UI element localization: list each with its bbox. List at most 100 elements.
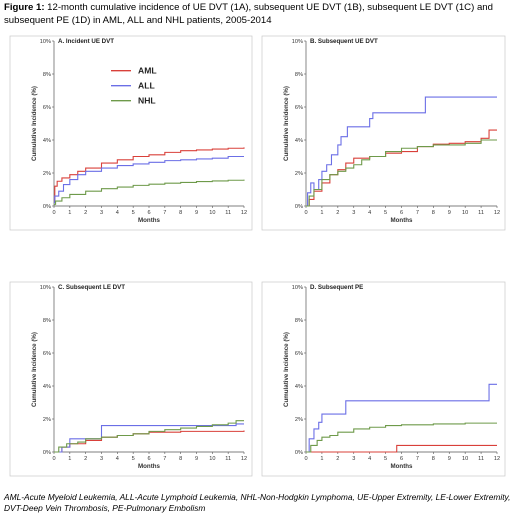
- x-tick-label: 0: [304, 456, 307, 462]
- y-tick-label: 0%: [43, 450, 51, 456]
- y-tick-label: 2%: [295, 417, 303, 423]
- panel-title: A. Incident UE DVT: [58, 38, 114, 45]
- x-axis-label: Months: [391, 217, 414, 224]
- x-tick-label: 4: [368, 210, 371, 216]
- x-tick-label: 10: [209, 456, 215, 462]
- x-tick-label: 9: [448, 456, 451, 462]
- x-tick-label: 9: [448, 210, 451, 216]
- x-tick-label: 11: [225, 210, 231, 216]
- x-tick-label: 0: [52, 210, 55, 216]
- y-tick-label: 10%: [292, 39, 303, 45]
- x-tick-label: 7: [163, 210, 166, 216]
- y-tick-label: 6%: [295, 351, 303, 357]
- x-tick-label: 10: [462, 210, 468, 216]
- legend-label-aml: AML: [138, 66, 157, 76]
- legend-label-nhl: NHL: [138, 96, 156, 106]
- y-tick-label: 10%: [292, 285, 303, 291]
- series-line-aml: [306, 444, 497, 453]
- series-line-all: [306, 96, 497, 207]
- x-tick-label: 6: [400, 210, 403, 216]
- x-tick-label: 1: [320, 456, 323, 462]
- panel-border: [261, 281, 506, 477]
- x-tick-label: 8: [179, 210, 182, 216]
- x-tick-label: 7: [416, 210, 419, 216]
- y-axis-label: Cumulative Incidence (%): [283, 86, 290, 161]
- legend-label-all: ALL: [138, 81, 155, 91]
- x-tick-label: 12: [494, 456, 500, 462]
- x-tick-label: 11: [478, 456, 484, 462]
- series-line-nhl: [306, 139, 497, 207]
- x-tick-label: 9: [195, 456, 198, 462]
- y-tick-label: 6%: [295, 105, 303, 111]
- series-line-aml: [54, 147, 245, 202]
- y-tick-label: 8%: [295, 318, 303, 324]
- x-axis-label: Months: [138, 217, 161, 224]
- panel-border: [9, 35, 253, 231]
- panel-border: [9, 281, 253, 477]
- y-tick-label: 0%: [295, 450, 303, 456]
- x-tick-label: 7: [163, 456, 166, 462]
- series-line-all: [54, 155, 244, 204]
- x-tick-label: 4: [116, 210, 119, 216]
- x-tick-label: 5: [132, 210, 135, 216]
- chart-panel-a: A. Incident UE DVT 0% 2% 4% 6% 8% 10% 0 1 2 3 4 5 6 7 8…: [9, 35, 253, 231]
- x-tick-label: 8: [432, 210, 435, 216]
- x-tick-label: 2: [84, 456, 87, 462]
- x-tick-label: 1: [320, 210, 323, 216]
- panel-title: B. Subsequent UE DVT: [310, 38, 378, 45]
- panel-border: [261, 35, 506, 231]
- x-tick-label: 12: [494, 210, 500, 216]
- y-tick-label: 4%: [43, 138, 51, 144]
- x-tick-label: 3: [352, 210, 355, 216]
- x-tick-label: 2: [336, 456, 339, 462]
- y-tick-label: 4%: [295, 384, 303, 390]
- x-tick-label: 2: [84, 210, 87, 216]
- y-tick-label: 0%: [43, 204, 51, 210]
- series-line-all: [306, 383, 497, 453]
- panel-title: C. Subsequent LE DVT: [58, 284, 125, 291]
- x-tick-label: 4: [368, 456, 371, 462]
- x-tick-label: 0: [304, 210, 307, 216]
- y-tick-label: 2%: [43, 171, 51, 177]
- y-tick-label: 6%: [43, 351, 51, 357]
- x-tick-label: 9: [195, 210, 198, 216]
- x-tick-label: 8: [432, 456, 435, 462]
- x-tick-label: 11: [478, 210, 484, 216]
- x-tick-label: 6: [400, 456, 403, 462]
- x-tick-label: 5: [132, 456, 135, 462]
- y-axis-label: Cumulative Incidence (%): [31, 86, 38, 161]
- series-line-nhl: [54, 179, 245, 205]
- y-tick-label: 2%: [43, 417, 51, 423]
- x-tick-label: 3: [352, 456, 355, 462]
- series-line-nhl: [54, 420, 244, 453]
- x-tick-label: 7: [416, 456, 419, 462]
- x-tick-label: 12: [241, 456, 247, 462]
- y-tick-label: 2%: [295, 171, 303, 177]
- x-tick-label: 3: [100, 456, 103, 462]
- chart-panel-d: D. Subsequent PE0%2%4%6%8%10%0 1 2 3 4 5 6 7 8 9 1…: [261, 281, 506, 477]
- figure-label: Figure 1:: [4, 2, 45, 13]
- y-tick-label: 8%: [43, 72, 51, 78]
- y-axis-label: Cumulative Incidence (%): [31, 332, 38, 407]
- x-tick-label: 10: [462, 456, 468, 462]
- x-tick-label: 6: [147, 210, 150, 216]
- x-tick-label: 12: [241, 210, 247, 216]
- x-tick-label: 11: [225, 456, 231, 462]
- x-tick-label: 3: [100, 210, 103, 216]
- x-axis-label: Months: [391, 463, 414, 470]
- y-tick-label: 10%: [40, 285, 51, 291]
- figure-title-text: 12-month cumulative incidence of UE DVT …: [4, 2, 493, 26]
- y-tick-label: 6%: [43, 105, 51, 111]
- y-tick-label: 8%: [43, 318, 51, 324]
- y-tick-label: 10%: [40, 39, 51, 45]
- x-tick-label: 8: [179, 456, 182, 462]
- y-tick-label: 4%: [295, 138, 303, 144]
- y-tick-label: 4%: [43, 384, 51, 390]
- y-tick-label: 8%: [295, 72, 303, 78]
- x-tick-label: 5: [384, 456, 387, 462]
- y-axis-label: Cumulative Incidence (%): [283, 332, 290, 407]
- x-tick-label: 4: [116, 456, 119, 462]
